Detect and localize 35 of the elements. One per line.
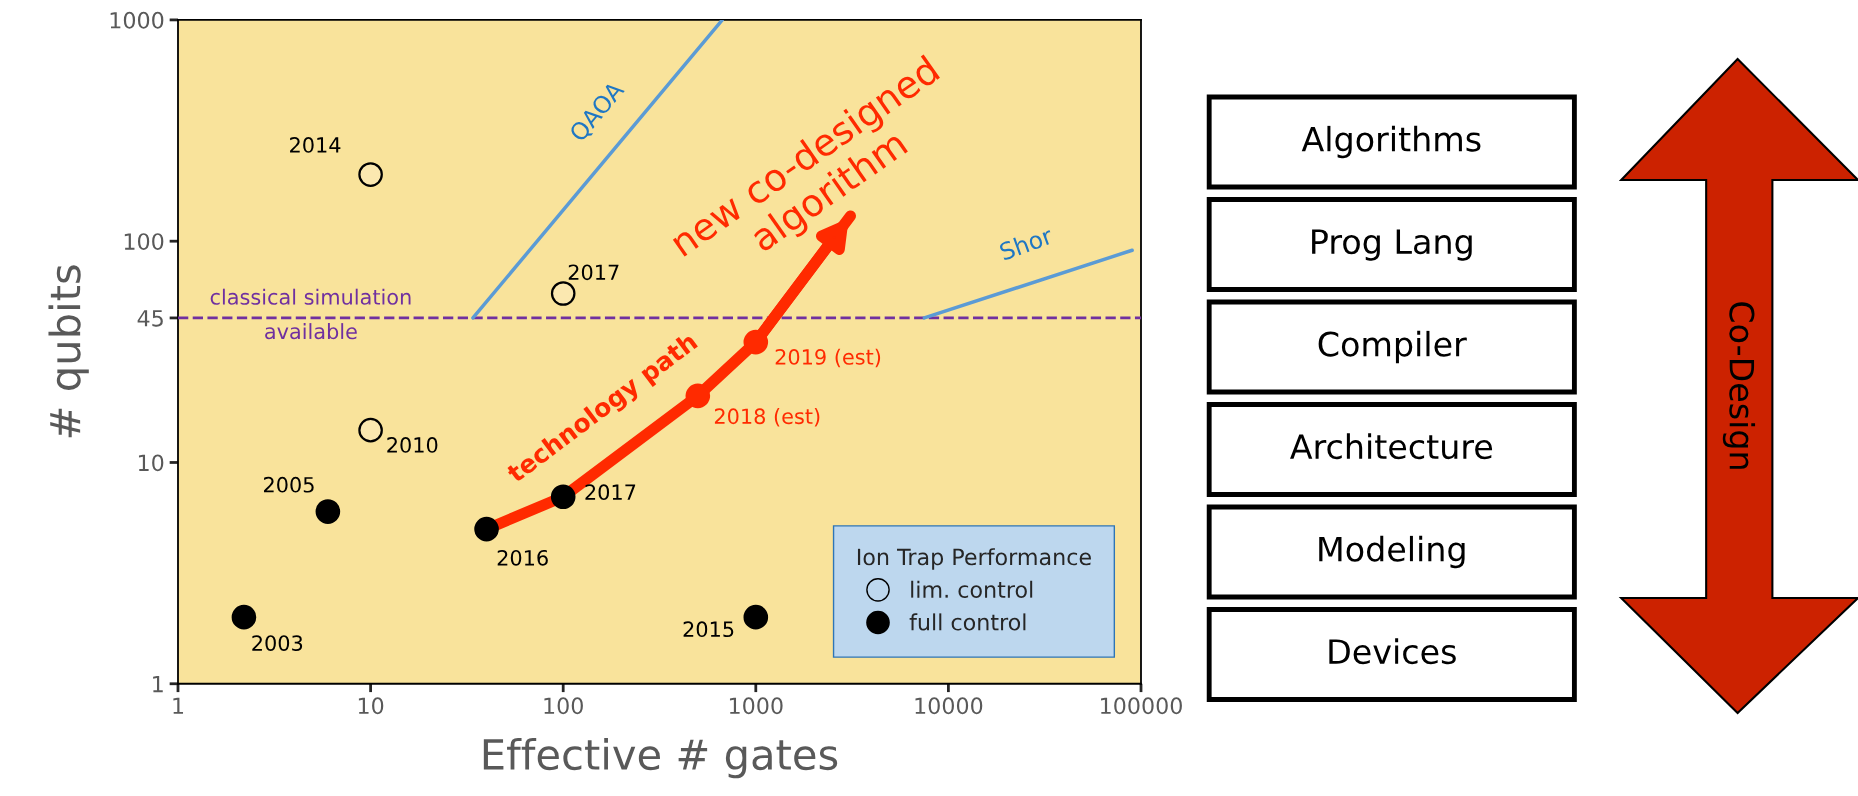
category-label: Devices (1329, 638, 1456, 665)
y-tick-label: 45 (137, 310, 163, 327)
y-axis-title: # qubits (48, 265, 89, 438)
text: Shor (998, 225, 1055, 261)
annotation: 2003 (252, 635, 303, 651)
y-tick-label: 10 (138, 454, 164, 472)
annotation: 2016 (497, 549, 548, 566)
annotation: 2019 (est) (775, 348, 881, 368)
x-tick-label: 10000 (915, 697, 983, 715)
annotation: 2014 (290, 137, 341, 153)
x-tick-label: 100 (544, 697, 583, 715)
x-axis-title: Effective # gates (483, 737, 838, 779)
annotation: 2005 (264, 476, 314, 493)
category-label: Architecture (1290, 433, 1493, 460)
annotation: 2017 (568, 264, 619, 281)
legend-title: Ion Trap Performance (857, 548, 1091, 570)
y-tick-label: 1 (153, 676, 163, 693)
category-label: Algorithms (1301, 125, 1481, 159)
annotation: 2010 (387, 437, 438, 453)
category-label: Modeling (1319, 535, 1465, 569)
y-tick-label: 100 (124, 233, 164, 250)
legend-label: full control (909, 613, 1026, 631)
text: Co-Design (1722, 302, 1756, 469)
annotation: 2017 (585, 484, 636, 501)
legend-label: lim. control (911, 580, 1033, 598)
annotation: 2015 (683, 621, 734, 638)
x-tick-label: 1 (173, 697, 184, 714)
y-tick-label: 1000 (110, 11, 164, 29)
x-tick-label: 100000 (1101, 697, 1182, 715)
category-label: Prog Lang (1312, 229, 1472, 261)
ref-line-label: classical simulation available (210, 288, 411, 340)
x-tick-label: 1000 (729, 697, 783, 715)
annotation: 2018 (est) (714, 408, 820, 427)
category-label: Compiler (1318, 330, 1467, 364)
x-tick-label: 10 (358, 697, 384, 715)
